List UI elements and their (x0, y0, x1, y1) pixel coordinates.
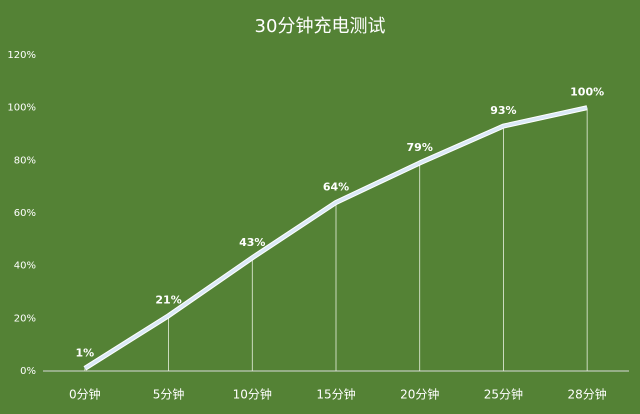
value-label: 21% (155, 294, 181, 307)
x-tick-label: 10分钟 (233, 387, 272, 402)
y-tick-label: 0% (20, 366, 36, 377)
value-label: 100% (570, 86, 604, 99)
y-tick-label: 40% (14, 261, 36, 272)
x-tick-label: 20分钟 (400, 387, 439, 402)
y-tick-label: 120% (7, 50, 36, 61)
y-tick-label: 100% (7, 103, 36, 114)
x-tick-label: 25分钟 (484, 387, 523, 402)
x-tick-label: 28分钟 (568, 387, 607, 402)
value-label: 93% (490, 104, 516, 117)
x-tick-label: 15分钟 (316, 387, 355, 402)
line (84, 106, 588, 370)
x-tick-label: 5分钟 (153, 387, 185, 402)
y-tick-label: 80% (14, 155, 36, 166)
y-tick-label: 20% (14, 313, 36, 324)
y-tick-label: 60% (14, 208, 36, 219)
value-label: 79% (407, 141, 433, 154)
x-tick-label: 0分钟 (69, 387, 101, 402)
value-label: 43% (239, 236, 265, 249)
chart-title: 30分钟充电测试 (255, 16, 386, 37)
value-label: 64% (323, 180, 349, 193)
value-label: 1% (76, 346, 95, 359)
